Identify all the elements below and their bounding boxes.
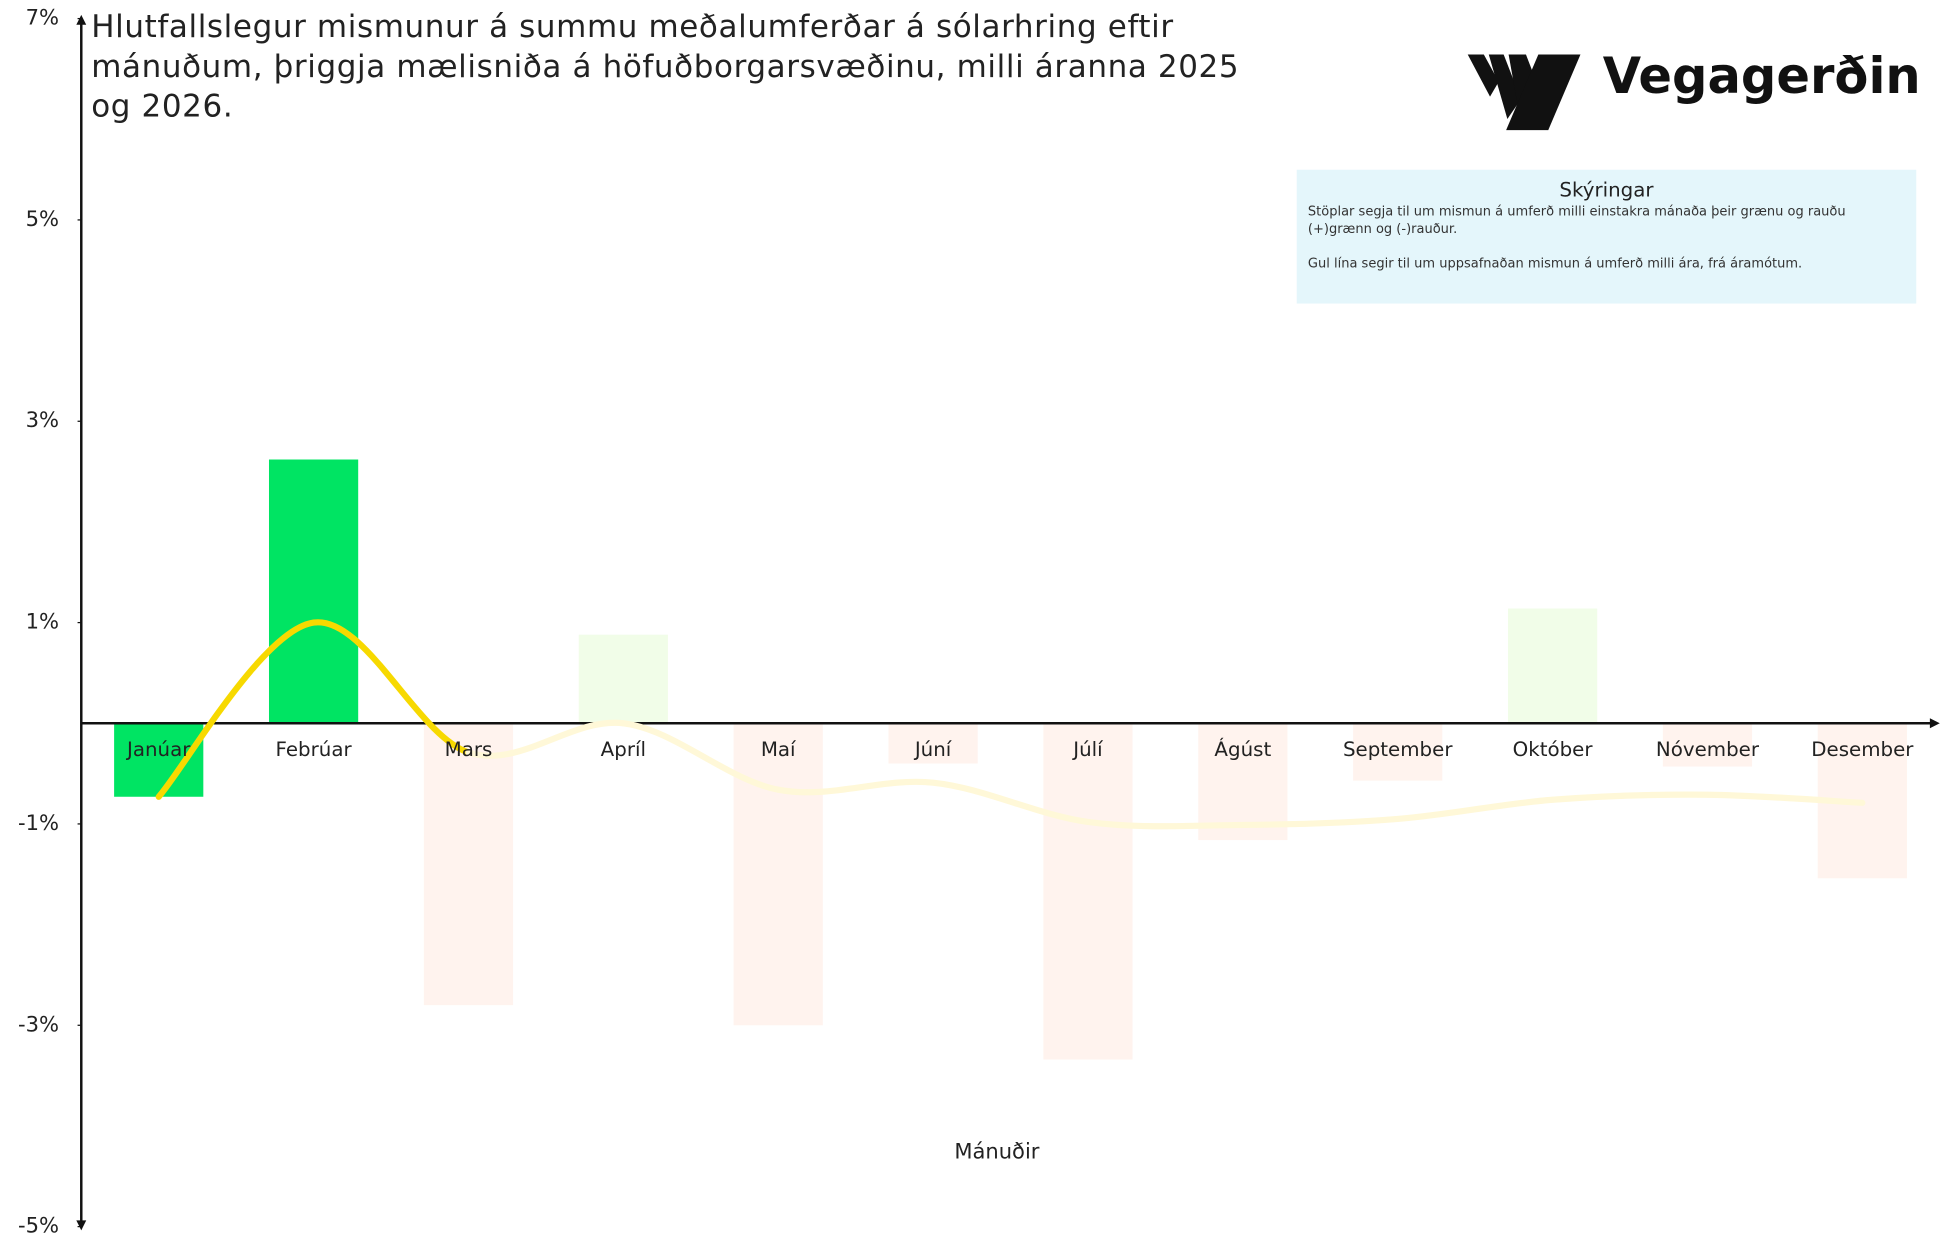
bar xyxy=(1507,608,1598,724)
bar xyxy=(423,723,514,1006)
x-tick-label: Desember xyxy=(1811,738,1914,761)
logo-stripe xyxy=(1467,54,1499,97)
chart-title: Hlutfallslegur mismunur á summu meðalumf… xyxy=(91,8,1240,124)
arrow xyxy=(76,14,87,25)
cumulative-line xyxy=(155,619,472,800)
x-tick-label: Nóvember xyxy=(1656,738,1760,761)
logo: Vegagerðin xyxy=(1467,47,1921,131)
y-tick-label: 5% xyxy=(26,206,59,231)
arrow xyxy=(76,1220,87,1231)
logo-mark xyxy=(1506,54,1581,131)
bar xyxy=(1043,723,1133,1060)
x-tick-label: Mars xyxy=(445,738,493,761)
cumulative-line xyxy=(620,720,1866,830)
x-tick-label: Febrúar xyxy=(276,738,353,761)
bar xyxy=(268,459,359,724)
arrow xyxy=(1929,718,1940,729)
x-tick-label: Apríl xyxy=(601,738,646,761)
y-tick-label: 7% xyxy=(26,5,59,30)
logo-stripe xyxy=(1488,54,1521,119)
bar xyxy=(578,634,668,724)
x-tick-label: September xyxy=(1343,738,1453,761)
y-tick-label: -3% xyxy=(18,1011,59,1036)
y-tick-label: -5% xyxy=(18,1213,59,1238)
legend-text: Gul lína segir til um uppsafnaðan mismun… xyxy=(1307,256,1803,272)
bar xyxy=(1198,723,1288,841)
x-tick-label: Október xyxy=(1513,738,1594,761)
x-axis-label: Mánuðir xyxy=(954,1138,1039,1163)
bar xyxy=(1662,723,1753,767)
logo-stripe xyxy=(1508,54,1539,124)
x-tick-label: Janúar xyxy=(125,738,191,761)
x-tick-label: Maí xyxy=(761,738,797,761)
brand: Vegagerðin xyxy=(1603,47,1921,105)
x-tick-label: Júní xyxy=(913,738,953,761)
x-tick-label: Júlí xyxy=(1071,738,1104,761)
cumulative-line xyxy=(465,719,627,759)
legend-body: Stöplar segja til um mismun á umferð mil… xyxy=(1307,204,1846,272)
legend-box xyxy=(1296,169,1917,304)
x-tick-label: Ágúst xyxy=(1214,738,1271,761)
plot: 7% 5% 3% 1% -1% -3% -5% Janúar Febrúar Mars Apríl M… xyxy=(18,5,1940,1238)
y-tick-label: 1% xyxy=(26,609,59,634)
title-box: Hlutfallslegur mismunur á summu meðalumf… xyxy=(91,8,1240,124)
legend-title: Skýringar xyxy=(1559,178,1654,201)
legend-text: Stöplar segja til um mismun á umferð mil… xyxy=(1307,204,1846,237)
bar xyxy=(733,723,823,1026)
bar xyxy=(888,723,978,764)
y-tick-label: -1% xyxy=(18,810,59,835)
bar xyxy=(1353,723,1443,781)
y-tick-label: 3% xyxy=(26,407,59,432)
